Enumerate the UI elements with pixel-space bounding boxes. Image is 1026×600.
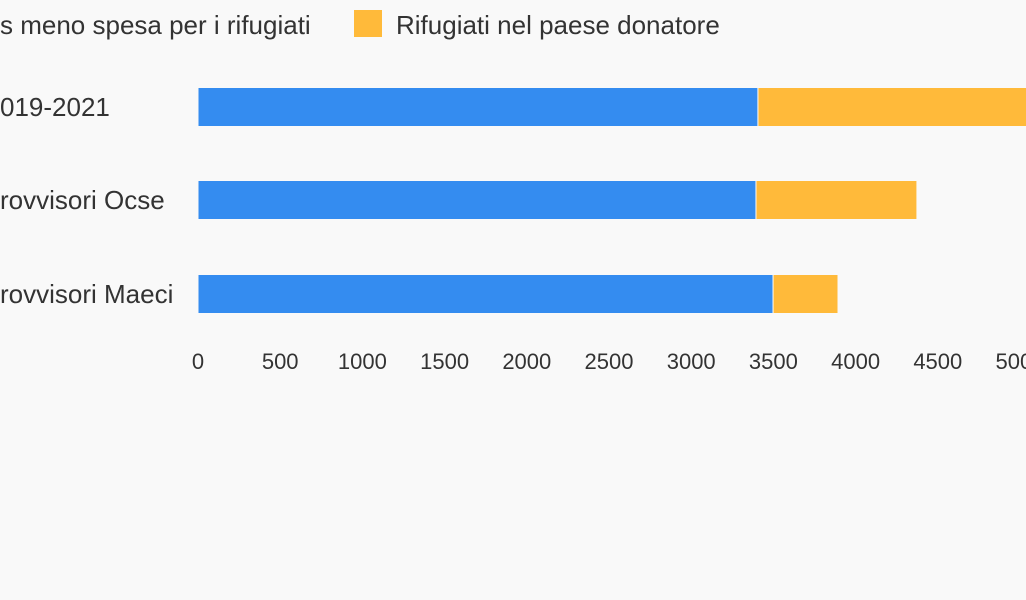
bar-segment (772, 274, 839, 314)
x-tick-label: 4000 (831, 349, 880, 374)
category-label: 019-2021 (0, 92, 110, 122)
bar-segment (197, 87, 759, 127)
legend-label: s meno spesa per i rifugiati (0, 10, 311, 40)
x-tick-label: 1000 (338, 349, 387, 374)
x-tick-label: 4500 (913, 349, 962, 374)
bar-segment (197, 180, 757, 220)
legend-swatch (354, 10, 382, 37)
x-tick-label: 500 (262, 349, 299, 374)
x-tick-label: 5000 (996, 349, 1026, 374)
category-label: rovvisori Ocse (0, 185, 165, 215)
x-tick-label: 2000 (502, 349, 551, 374)
x-tick-label: 3000 (667, 349, 716, 374)
category-label: rovvisori Maeci (0, 279, 173, 309)
legend-label: Rifugiati nel paese donatore (396, 10, 720, 40)
bar-segment (197, 274, 774, 314)
x-tick-label: 3500 (749, 349, 798, 374)
x-tick-label: 2500 (585, 349, 634, 374)
x-tick-label: 0 (192, 349, 204, 374)
x-tick-label: 1500 (420, 349, 469, 374)
bar-segment (755, 180, 918, 220)
bar-segment (757, 87, 1026, 127)
